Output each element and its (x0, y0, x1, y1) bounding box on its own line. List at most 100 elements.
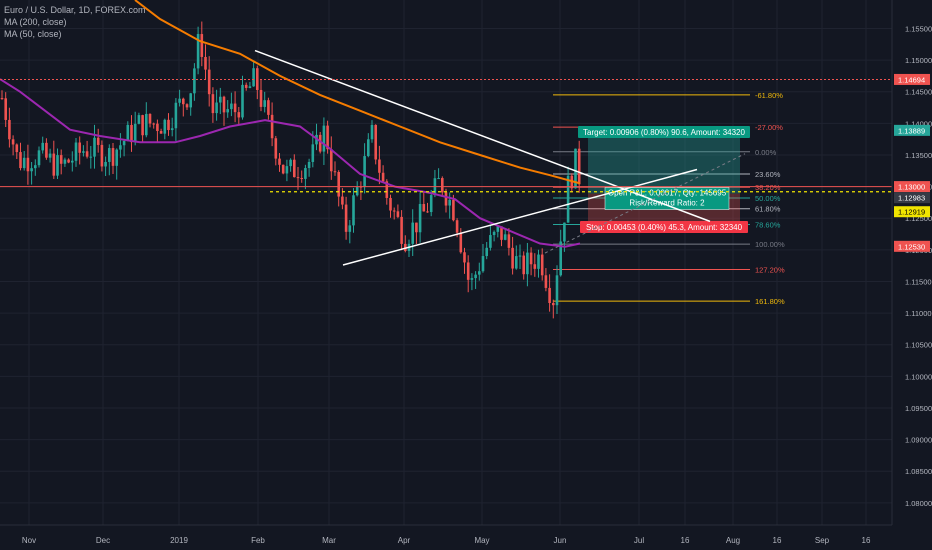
candle-body (156, 123, 159, 132)
candle-body (93, 137, 96, 157)
fib-label: 0.00% (755, 148, 777, 157)
candle-body (248, 86, 252, 88)
time-tick: 16 (681, 536, 690, 545)
candle-body (34, 165, 37, 169)
candle-body (193, 68, 196, 94)
candle-body (233, 103, 237, 113)
price-label: 1.12530 (898, 242, 925, 251)
candle-body (37, 150, 41, 166)
candle-body (59, 155, 63, 164)
candle-body (130, 124, 133, 143)
long-position-tool[interactable]: Target: 0.00906 (0.80%) 90.6, Amount: 34… (578, 125, 750, 234)
candle-body (148, 113, 152, 124)
fib-label: 38.20% (755, 183, 781, 192)
candle-body (348, 225, 352, 232)
price-axis[interactable]: 1.15500 1.15000 1.14500 1.14000 1.13500 1.130… (891, 0, 932, 525)
candle-body (311, 144, 315, 162)
candle-body (400, 216, 403, 244)
fib-label: -61.80% (755, 91, 783, 100)
fib-label: 161.80% (755, 297, 785, 306)
candle-body (211, 94, 215, 114)
candle-body (574, 148, 577, 189)
ma200-legend[interactable]: MA (200, close) (4, 17, 67, 27)
candle-body (178, 98, 181, 103)
candle-body (496, 226, 500, 232)
moving-averages (0, 0, 581, 248)
candle-body (522, 255, 525, 275)
candle-body (548, 287, 551, 303)
fib-label: 61.80% (755, 205, 781, 214)
candle-body (48, 153, 52, 158)
candle-body (270, 114, 274, 139)
candle-body (378, 159, 381, 173)
candle-body (337, 172, 340, 197)
price-label-box (894, 181, 930, 193)
price-label-box (894, 206, 930, 218)
candle-body (385, 181, 389, 198)
candle-body (552, 302, 555, 306)
price-tick: 1.15000 (905, 56, 932, 65)
fib-label: 100.00% (755, 240, 785, 249)
price-tick: 1.09000 (905, 436, 932, 445)
candle-body (274, 138, 278, 159)
candle-body (415, 222, 418, 233)
candle-body (389, 197, 392, 211)
candle-body (396, 211, 400, 217)
candle-body (355, 186, 359, 196)
candle-body (174, 102, 178, 129)
trendline-drawings[interactable] (254, 49, 746, 266)
candle-body (526, 252, 529, 275)
time-tick: 2019 (170, 536, 188, 545)
candle-body (263, 100, 266, 107)
candle-body (56, 155, 59, 176)
candle-body (67, 159, 70, 163)
time-tick: Aug (726, 536, 740, 545)
ma50-legend[interactable]: MA (50, close) (4, 29, 62, 39)
candle-body (104, 161, 107, 167)
candle-body (344, 204, 348, 232)
time-tick: Mar (322, 536, 336, 545)
candle-body (500, 226, 503, 240)
time-tick: Jul (634, 536, 644, 545)
candle-body (189, 93, 192, 108)
price-tick: 1.10000 (905, 372, 932, 381)
fib-label: 127.20% (755, 265, 785, 274)
time-tick: Jun (554, 536, 567, 545)
candle-body (119, 145, 122, 150)
price-tick: 1.11000 (905, 309, 932, 318)
candle-body (78, 142, 81, 153)
price-tick: 1.08500 (905, 467, 932, 476)
descending-trendline (254, 49, 711, 223)
ascending-trendline (342, 168, 698, 266)
candle-body (492, 231, 496, 236)
candle-body (0, 98, 4, 100)
candle-body (437, 178, 440, 180)
candle-body (411, 222, 414, 244)
candle-body (441, 178, 444, 193)
time-tick: Feb (251, 536, 265, 545)
candle-body (296, 177, 300, 179)
candle-body (182, 98, 185, 105)
candle-body (533, 264, 537, 269)
pnl-label: Open P&L: 0.00017, Qty: 145695 (608, 189, 727, 198)
candle-body (559, 241, 562, 276)
time-tick: Sep (815, 536, 830, 545)
candle-body (4, 98, 7, 120)
candle-body (133, 123, 137, 143)
candle-body (381, 172, 385, 182)
candle-body (219, 96, 222, 103)
symbol-title[interactable]: Euro / U.S. Dollar, 1D, FOREX.com (4, 5, 146, 15)
candle-body (466, 262, 470, 280)
candle-body (152, 123, 155, 125)
candle-body (215, 102, 218, 114)
target-label: Target: 0.00906 (0.80%) 90.6, Amount: 34… (583, 128, 745, 137)
candle-body (45, 142, 48, 158)
candle-body (222, 96, 226, 113)
price-label: 1.14694 (898, 75, 925, 84)
candle-body (204, 56, 207, 70)
price-tick: 1.11500 (905, 277, 932, 286)
stop-label-box (580, 221, 748, 234)
time-axis[interactable]: Nov Dec 2019 Feb Mar Apr May Jun Jul 16 Aug 16 Sep 16 (0, 524, 892, 545)
candle-body (252, 68, 255, 87)
